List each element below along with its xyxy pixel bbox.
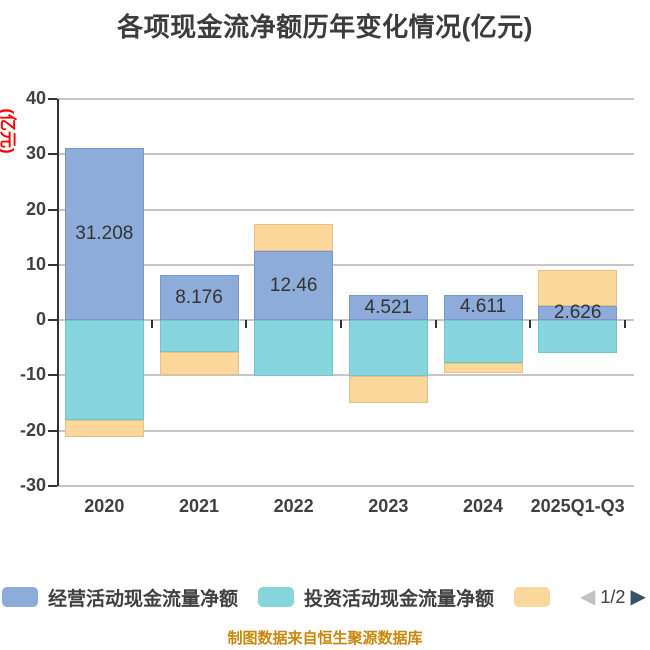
y-axis-tick-label: -20 <box>19 419 46 440</box>
bar-segment-investing <box>64 320 144 421</box>
bar-segment-series3 <box>159 352 239 376</box>
bar-segment-series3 <box>443 362 523 373</box>
bar-segment-investing <box>443 320 523 363</box>
bar-value-label: 12.46 <box>269 274 318 296</box>
bar-value-label: 31.208 <box>75 222 134 244</box>
bar-value-label: 8.176 <box>175 286 223 308</box>
gridline <box>57 263 634 266</box>
bar-segment-operating <box>159 274 239 321</box>
x-axis-category-label: 2023 <box>368 496 409 516</box>
y-axis-tick <box>48 319 57 322</box>
legend-swatch-icon <box>2 587 38 607</box>
x-axis-tick <box>434 320 437 329</box>
legend-items: 经营活动现金流量净额 投资活动现金流量净额 <box>2 584 580 611</box>
x-axis-category-label: 2022 <box>273 496 314 516</box>
bar-segment-series3 <box>64 420 144 437</box>
y-axis-tick-label: -30 <box>19 475 46 495</box>
bar-segment-investing <box>348 320 428 376</box>
x-axis-tick <box>529 320 532 329</box>
bar-value-label: 4.521 <box>364 296 413 318</box>
y-axis-tick-label: 30 <box>25 143 46 164</box>
gridline <box>57 153 634 156</box>
gridline <box>57 98 634 100</box>
legend-label: 经营活动现金流量净额 <box>48 588 239 610</box>
legend-item-3[interactable] <box>514 587 560 607</box>
y-axis-tick-label: 40 <box>25 88 46 108</box>
x-axis-category-label: 2025Q1-Q3 <box>530 496 625 516</box>
bar-segment-series3 <box>254 224 334 252</box>
legend-label: 投资活动现金流量净额 <box>304 588 495 610</box>
y-axis-tick <box>48 485 57 487</box>
bar-value-label: 4.611 <box>459 296 507 318</box>
x-axis-category-label: 2020 <box>84 496 125 516</box>
x-axis-tick <box>245 320 248 329</box>
y-axis-tick-label: 20 <box>25 198 46 219</box>
gridline <box>57 374 634 377</box>
legend-swatch-icon <box>258 587 295 607</box>
y-axis-tick <box>48 98 57 100</box>
gridline <box>57 319 634 322</box>
y-axis-tick <box>48 374 57 377</box>
data-source-note: 制图数据来自恒生聚源数据库 <box>227 630 423 647</box>
x-axis-tick <box>340 320 342 329</box>
bar-segment-operating <box>254 251 334 321</box>
legend-page-indicator: 1/2 <box>600 586 626 607</box>
y-axis-tick <box>48 429 57 432</box>
bar-segment-operating <box>538 305 618 321</box>
bar-segment-series3 <box>538 269 618 306</box>
bar-segment-investing <box>254 320 334 376</box>
bar-value-label: 2.626 <box>553 301 602 323</box>
gridline <box>57 485 634 487</box>
chart-title: 各项现金流净额历年变化情况(亿元) <box>117 12 533 42</box>
gridline <box>57 429 634 432</box>
x-axis-category-label: 2024 <box>462 496 504 516</box>
gridline <box>57 208 634 211</box>
legend-item-2[interactable]: 投资活动现金流量净额 <box>258 584 494 611</box>
y-axis-tick <box>48 208 57 211</box>
x-axis-tick <box>150 320 153 329</box>
bar-segment-operating <box>443 294 523 321</box>
x-axis-category-label: 2021 <box>178 496 220 516</box>
y-axis-tick-label: 10 <box>25 253 46 274</box>
x-axis-tick <box>624 320 626 329</box>
bar-segment-operating <box>348 295 428 321</box>
bar-segment-investing <box>538 320 618 354</box>
y-axis-line <box>57 99 59 486</box>
legend-next-arrow-icon[interactable]: ▶ <box>630 586 646 608</box>
bar-segment-investing <box>159 320 239 353</box>
legend: 经营活动现金流量净额 投资活动现金流量净额 ◀ 1/2 ▶ <box>2 584 646 611</box>
legend-item-1[interactable]: 经营活动现金流量净额 <box>2 584 238 611</box>
legend-prev-arrow-icon[interactable]: ◀ <box>580 586 596 608</box>
y-axis-tick <box>48 263 57 266</box>
y-axis-tick-label: 0 <box>35 309 46 330</box>
bar-segment-series3 <box>348 375 428 404</box>
y-axis-tick <box>48 153 57 156</box>
legend-swatch-icon <box>514 587 551 607</box>
y-axis-tick-label: -10 <box>19 364 46 385</box>
bar-segment-operating <box>64 147 144 321</box>
legend-pager: ◀ 1/2 ▶ <box>580 587 646 608</box>
